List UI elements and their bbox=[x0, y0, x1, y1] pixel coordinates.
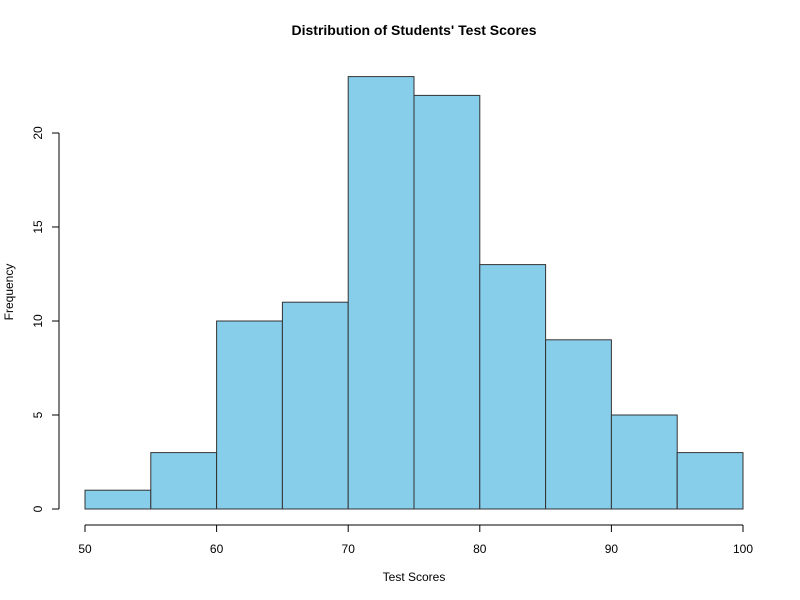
y-tick-label: 20 bbox=[31, 126, 45, 140]
histogram-bar-75-80 bbox=[413, 94, 481, 510]
y-tick-label: 5 bbox=[31, 411, 45, 418]
histogram-bar-85-90 bbox=[545, 339, 612, 510]
y-tick-label: 15 bbox=[31, 220, 45, 234]
x-tick-label: 90 bbox=[605, 542, 619, 556]
x-tick-label: 100 bbox=[733, 542, 753, 556]
bars-group bbox=[84, 76, 744, 510]
x-tick-label: 60 bbox=[210, 542, 224, 556]
x-tick-label: 50 bbox=[78, 542, 92, 556]
histogram-bar-80-85 bbox=[479, 264, 547, 510]
chart-title: Distribution of Students' Test Scores bbox=[292, 22, 537, 38]
x-axis-title: Test Scores bbox=[383, 570, 446, 584]
x-axis: 50 60 70 80 90 100 bbox=[78, 524, 753, 556]
y-tick-label: 0 bbox=[31, 505, 45, 512]
x-tick-label: 80 bbox=[473, 542, 487, 556]
y-tick-label: 10 bbox=[31, 314, 45, 328]
histogram-bar-50-55 bbox=[84, 489, 152, 510]
histogram-bar-55-60 bbox=[150, 452, 218, 510]
histogram-bar-65-70 bbox=[281, 301, 349, 510]
y-axis: 0 5 10 15 20 bbox=[31, 126, 60, 512]
histogram-bar-70-75 bbox=[347, 76, 415, 510]
y-axis-title: Frequency bbox=[2, 264, 16, 321]
x-tick-label: 70 bbox=[342, 542, 356, 556]
histogram-bar-95-100 bbox=[676, 452, 744, 510]
histogram-bar-90-95 bbox=[610, 414, 678, 510]
histogram-bar-60-65 bbox=[216, 320, 283, 510]
